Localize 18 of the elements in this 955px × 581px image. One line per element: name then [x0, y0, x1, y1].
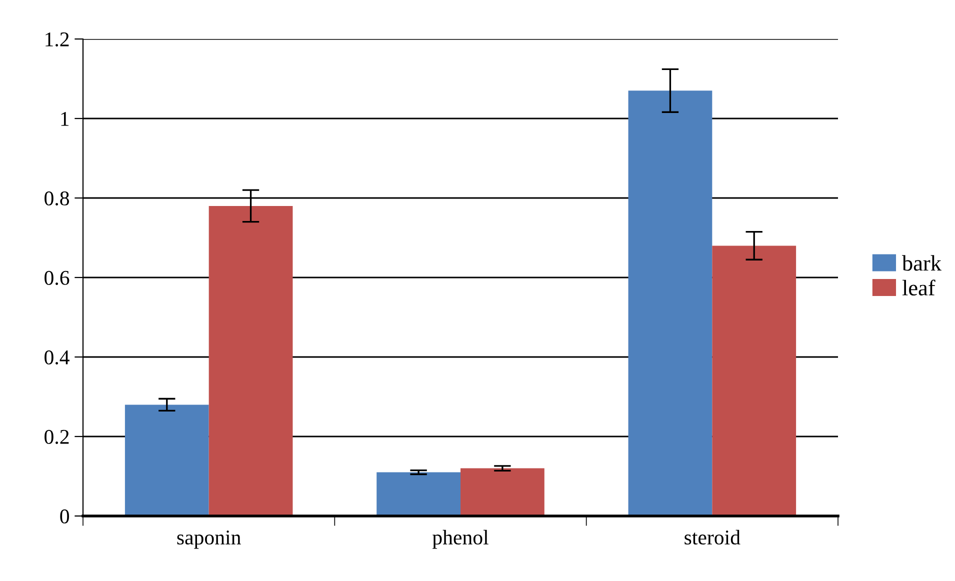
bar [208, 206, 293, 516]
bar [628, 90, 712, 516]
x-tick-label: phenol [432, 530, 488, 549]
y-tick-label: 0.2 [44, 430, 69, 444]
legend-label: leaf [902, 280, 936, 296]
bar [124, 404, 209, 516]
y-tick-label: 1 [61, 112, 69, 126]
bar [712, 246, 796, 516]
bar [460, 468, 544, 516]
legend-label: bark [902, 255, 942, 271]
y-tick-label: 0.4 [44, 350, 70, 365]
bar [376, 472, 460, 516]
x-tick-label: saponin [177, 530, 241, 549]
y-tick-label: 0.6 [44, 270, 70, 286]
y-tick-label: 0 [60, 509, 70, 524]
y-tick-label: 1.2 [46, 32, 69, 47]
x-tick-label: steroid [684, 530, 740, 545]
y-tick-label: 0.8 [44, 191, 70, 206]
